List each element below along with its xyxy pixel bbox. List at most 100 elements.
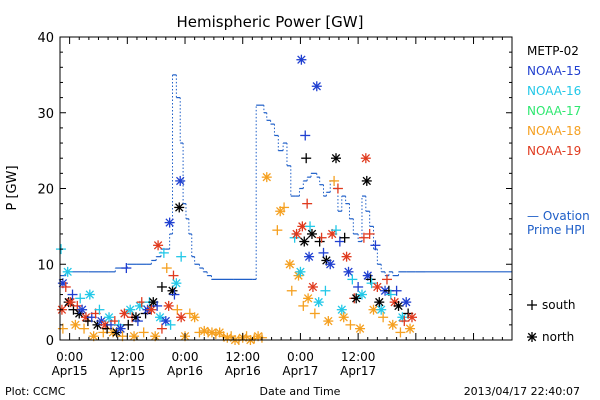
point-noaa-19-north [341, 251, 352, 262]
point-noaa-18-north [70, 319, 81, 330]
point-noaa-19-south [60, 281, 71, 292]
point-noaa-16-north [295, 266, 306, 277]
point-noaa-19-south [156, 323, 167, 334]
ovation-label-line1: — Ovation [527, 209, 590, 223]
point-noaa-18-north [303, 293, 314, 304]
point-metp-02-south [156, 281, 167, 292]
point-metp-02-north [393, 300, 404, 311]
point-noaa-16-north [171, 278, 182, 289]
point-noaa-16-south [385, 289, 396, 300]
ovation-label-line2: Prime HPI [527, 223, 585, 237]
point-metp-02-north [374, 297, 385, 308]
point-noaa-19-north [360, 153, 371, 164]
point-noaa-18-south [161, 263, 172, 274]
point-noaa-18-south [298, 300, 309, 311]
point-metp-02-north [299, 236, 310, 247]
x-tick-label-time: 0:00 [172, 350, 199, 364]
point-noaa-18-north [355, 323, 366, 334]
symbol-legend-marker-south [527, 300, 537, 310]
point-noaa-15-south [132, 316, 143, 327]
point-metp-02-north [130, 312, 141, 323]
point-noaa-16-south [305, 221, 316, 232]
point-noaa-19-south [364, 228, 375, 239]
point-noaa-18-north [189, 312, 200, 323]
point-noaa-18-north [261, 172, 272, 183]
point-noaa-19-south [358, 232, 369, 243]
point-noaa-18-south [286, 285, 297, 296]
x-tick-label-date: Apr16 [225, 364, 261, 378]
symbol-legend-label-north: north [542, 330, 574, 344]
point-noaa-19-south [168, 270, 179, 281]
point-noaa-15-north [175, 175, 186, 186]
x-tick-label-time: 0:00 [287, 350, 314, 364]
legend-item-noaa-17: NOAA-17 [527, 104, 581, 118]
point-metp-02-north [361, 175, 372, 186]
point-noaa-15-south [318, 247, 329, 258]
point-noaa-18-south [172, 304, 183, 315]
point-noaa-18-south [138, 327, 149, 338]
legend-item-noaa-15: NOAA-15 [527, 64, 581, 78]
point-noaa-16-south [320, 285, 331, 296]
point-noaa-16-north [84, 289, 95, 300]
point-noaa-19-south [399, 316, 410, 327]
x-tick-label-date: Apr15 [52, 364, 88, 378]
point-noaa-16-north [62, 266, 73, 277]
symbol-legend-marker-north [527, 332, 537, 342]
point-noaa-15-north [115, 323, 126, 334]
satellite-points [55, 54, 417, 345]
legend-item-noaa-16: NOAA-16 [527, 84, 581, 98]
point-noaa-16-north [376, 304, 387, 315]
point-noaa-19-south [332, 183, 343, 194]
point-noaa-16-north [155, 312, 166, 323]
x-tick-label-date: Apr16 [167, 364, 203, 378]
point-metp-02-north [351, 293, 362, 304]
x-tick-label-time: 12:00 [225, 350, 260, 364]
y-tick-label: 30 [37, 107, 54, 122]
y-tick-label: 20 [37, 183, 54, 198]
point-noaa-18-south [329, 175, 340, 186]
point-noaa-19-north [119, 308, 130, 319]
point-noaa-18-south [79, 323, 90, 334]
point-noaa-15-north [325, 259, 336, 270]
point-noaa-15-north [164, 217, 175, 228]
point-noaa-16-south [75, 293, 86, 304]
point-noaa-18-north [323, 316, 334, 327]
point-noaa-19-south [381, 274, 392, 285]
point-metp-02-south [339, 232, 350, 243]
point-metp-02-north [331, 153, 342, 164]
point-noaa-19-north [406, 312, 417, 323]
point-noaa-15-south [353, 281, 364, 292]
point-noaa-15-south [152, 300, 163, 311]
y-tick-label: 40 [37, 31, 54, 46]
point-metp-02-south [301, 153, 312, 164]
plot-frame [59, 36, 513, 341]
point-noaa-15-north [311, 81, 322, 92]
point-noaa-18-south [272, 225, 283, 236]
point-noaa-16-south [165, 319, 176, 330]
footer-timestamp: 2013/04/17 22:40:07 [464, 385, 580, 398]
point-noaa-15-north [304, 251, 315, 262]
point-noaa-18-north [387, 319, 398, 330]
point-noaa-19-north [291, 228, 302, 239]
point-noaa-18-south [279, 202, 290, 213]
point-noaa-16-north [125, 304, 136, 315]
point-noaa-19-north [146, 304, 157, 315]
point-noaa-16-north [104, 312, 115, 323]
point-noaa-15-south [67, 289, 78, 300]
point-noaa-19-north [153, 240, 164, 251]
point-noaa-16-south [176, 251, 187, 262]
point-noaa-18-north [199, 325, 210, 336]
point-noaa-16-south [366, 278, 377, 289]
point-noaa-15-north [401, 297, 412, 308]
point-noaa-16-north [336, 304, 347, 315]
point-noaa-15-south [121, 263, 132, 274]
symbol-legend: south north [527, 298, 576, 344]
point-noaa-18-south [345, 319, 356, 330]
ovation-hpi-series [60, 74, 512, 280]
point-metp-02-north [306, 228, 317, 239]
legend-item-noaa-18: NOAA-18 [527, 124, 581, 138]
symbol-legend-label-south: south [542, 298, 576, 312]
point-noaa-16-south [158, 247, 169, 258]
x-tick-label-date: Apr17 [282, 364, 318, 378]
